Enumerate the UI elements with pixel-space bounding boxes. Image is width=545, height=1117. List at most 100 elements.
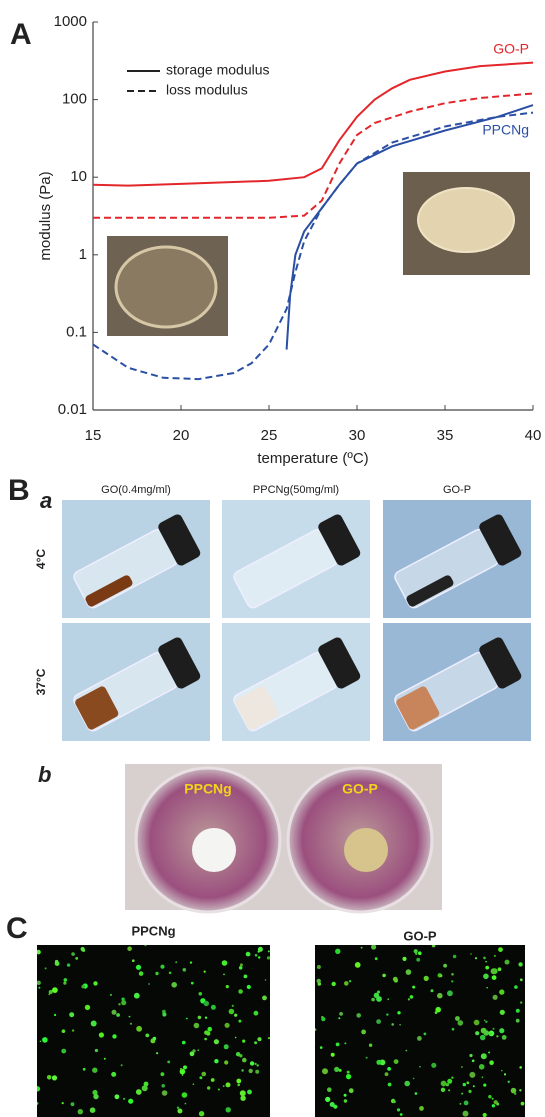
- cell: [81, 984, 85, 989]
- cell: [224, 1022, 230, 1028]
- column-label: GO(0.4mg/ml): [101, 484, 171, 496]
- cell: [48, 993, 51, 996]
- vial: [233, 637, 361, 732]
- cell: [63, 978, 68, 982]
- cell: [267, 1037, 270, 1040]
- cell: [198, 992, 203, 996]
- gel-sample: [192, 828, 236, 872]
- cell: [234, 1013, 238, 1017]
- cell: [37, 949, 41, 955]
- cell: [210, 1004, 216, 1010]
- y-tick-label: 1000: [54, 13, 87, 30]
- x-tick-label: 35: [437, 427, 454, 444]
- cell: [445, 1083, 449, 1087]
- cell: [37, 1102, 39, 1105]
- cell: [112, 1034, 117, 1039]
- cell: [179, 1067, 183, 1071]
- cell: [335, 948, 341, 954]
- y-tick-label: 0.1: [66, 323, 87, 340]
- cell: [51, 1075, 58, 1081]
- cell: [493, 954, 496, 957]
- x-tick-label: 40: [525, 427, 542, 444]
- cell: [493, 1100, 498, 1105]
- cell: [48, 990, 53, 994]
- cell: [266, 956, 270, 960]
- cell: [238, 989, 243, 994]
- cell: [92, 1089, 98, 1096]
- cell: [237, 1083, 240, 1087]
- cell: [451, 973, 454, 976]
- data-line: [93, 92, 534, 219]
- inset-sample: [417, 187, 515, 253]
- cell: [207, 1086, 211, 1090]
- cell: [483, 956, 486, 960]
- cell: [334, 1066, 340, 1072]
- cell: [414, 1092, 418, 1095]
- cell: [214, 1059, 219, 1064]
- cell: [515, 1018, 520, 1023]
- cell: [130, 1022, 132, 1025]
- cell: [184, 1102, 187, 1105]
- cell: [167, 1060, 171, 1064]
- cell: [93, 1093, 99, 1100]
- cell: [486, 986, 488, 989]
- cell: [223, 973, 225, 976]
- cell: [111, 1071, 117, 1077]
- cell: [415, 952, 418, 955]
- cell: [379, 1059, 386, 1066]
- cell: [431, 945, 436, 948]
- cell: [160, 1072, 165, 1077]
- cell: [181, 1074, 184, 1076]
- cell: [123, 1097, 126, 1100]
- cell: [514, 1092, 517, 1096]
- cell: [387, 1082, 392, 1087]
- vial-content: [406, 575, 454, 607]
- cell: [338, 1017, 341, 1020]
- cell: [492, 994, 498, 1000]
- cell: [160, 964, 165, 969]
- cell: [257, 946, 263, 952]
- vial: [73, 514, 201, 609]
- cell: [418, 951, 422, 955]
- cell: [419, 1065, 421, 1068]
- cell: [409, 995, 414, 999]
- cell: [327, 1087, 332, 1092]
- cell: [183, 1065, 187, 1070]
- cell: [387, 998, 390, 1001]
- cell: [491, 975, 497, 980]
- cell: [38, 986, 41, 989]
- plate-label: GO-P: [342, 781, 378, 797]
- cell: [61, 1029, 66, 1033]
- cell: [136, 1025, 143, 1032]
- cell: [354, 962, 361, 968]
- cell: [168, 971, 172, 975]
- cell: [189, 961, 193, 964]
- cell: [462, 1082, 466, 1087]
- cell: [52, 987, 58, 993]
- cell: [201, 1071, 207, 1077]
- cell: [492, 1027, 495, 1030]
- cell: [222, 1085, 225, 1087]
- cell: [77, 1109, 84, 1115]
- cell: [111, 1009, 117, 1015]
- cell: [70, 1102, 75, 1107]
- image-title: PPCNg: [131, 923, 175, 938]
- cell: [161, 1084, 165, 1088]
- cell: [161, 1090, 168, 1096]
- cell: [396, 1108, 401, 1112]
- cell: [192, 1083, 195, 1085]
- cell: [515, 1008, 520, 1013]
- cell: [152, 1036, 157, 1041]
- cell: [391, 1023, 395, 1026]
- cell: [481, 1076, 484, 1079]
- cell: [393, 1059, 399, 1064]
- cell: [234, 1036, 237, 1039]
- data-line: [92, 61, 534, 187]
- cell: [127, 946, 132, 951]
- cell: [228, 1008, 235, 1015]
- cell: [89, 1107, 96, 1113]
- cell: [241, 1069, 244, 1072]
- cell: [461, 1092, 464, 1095]
- cell: [135, 1089, 142, 1095]
- cell: [519, 978, 523, 982]
